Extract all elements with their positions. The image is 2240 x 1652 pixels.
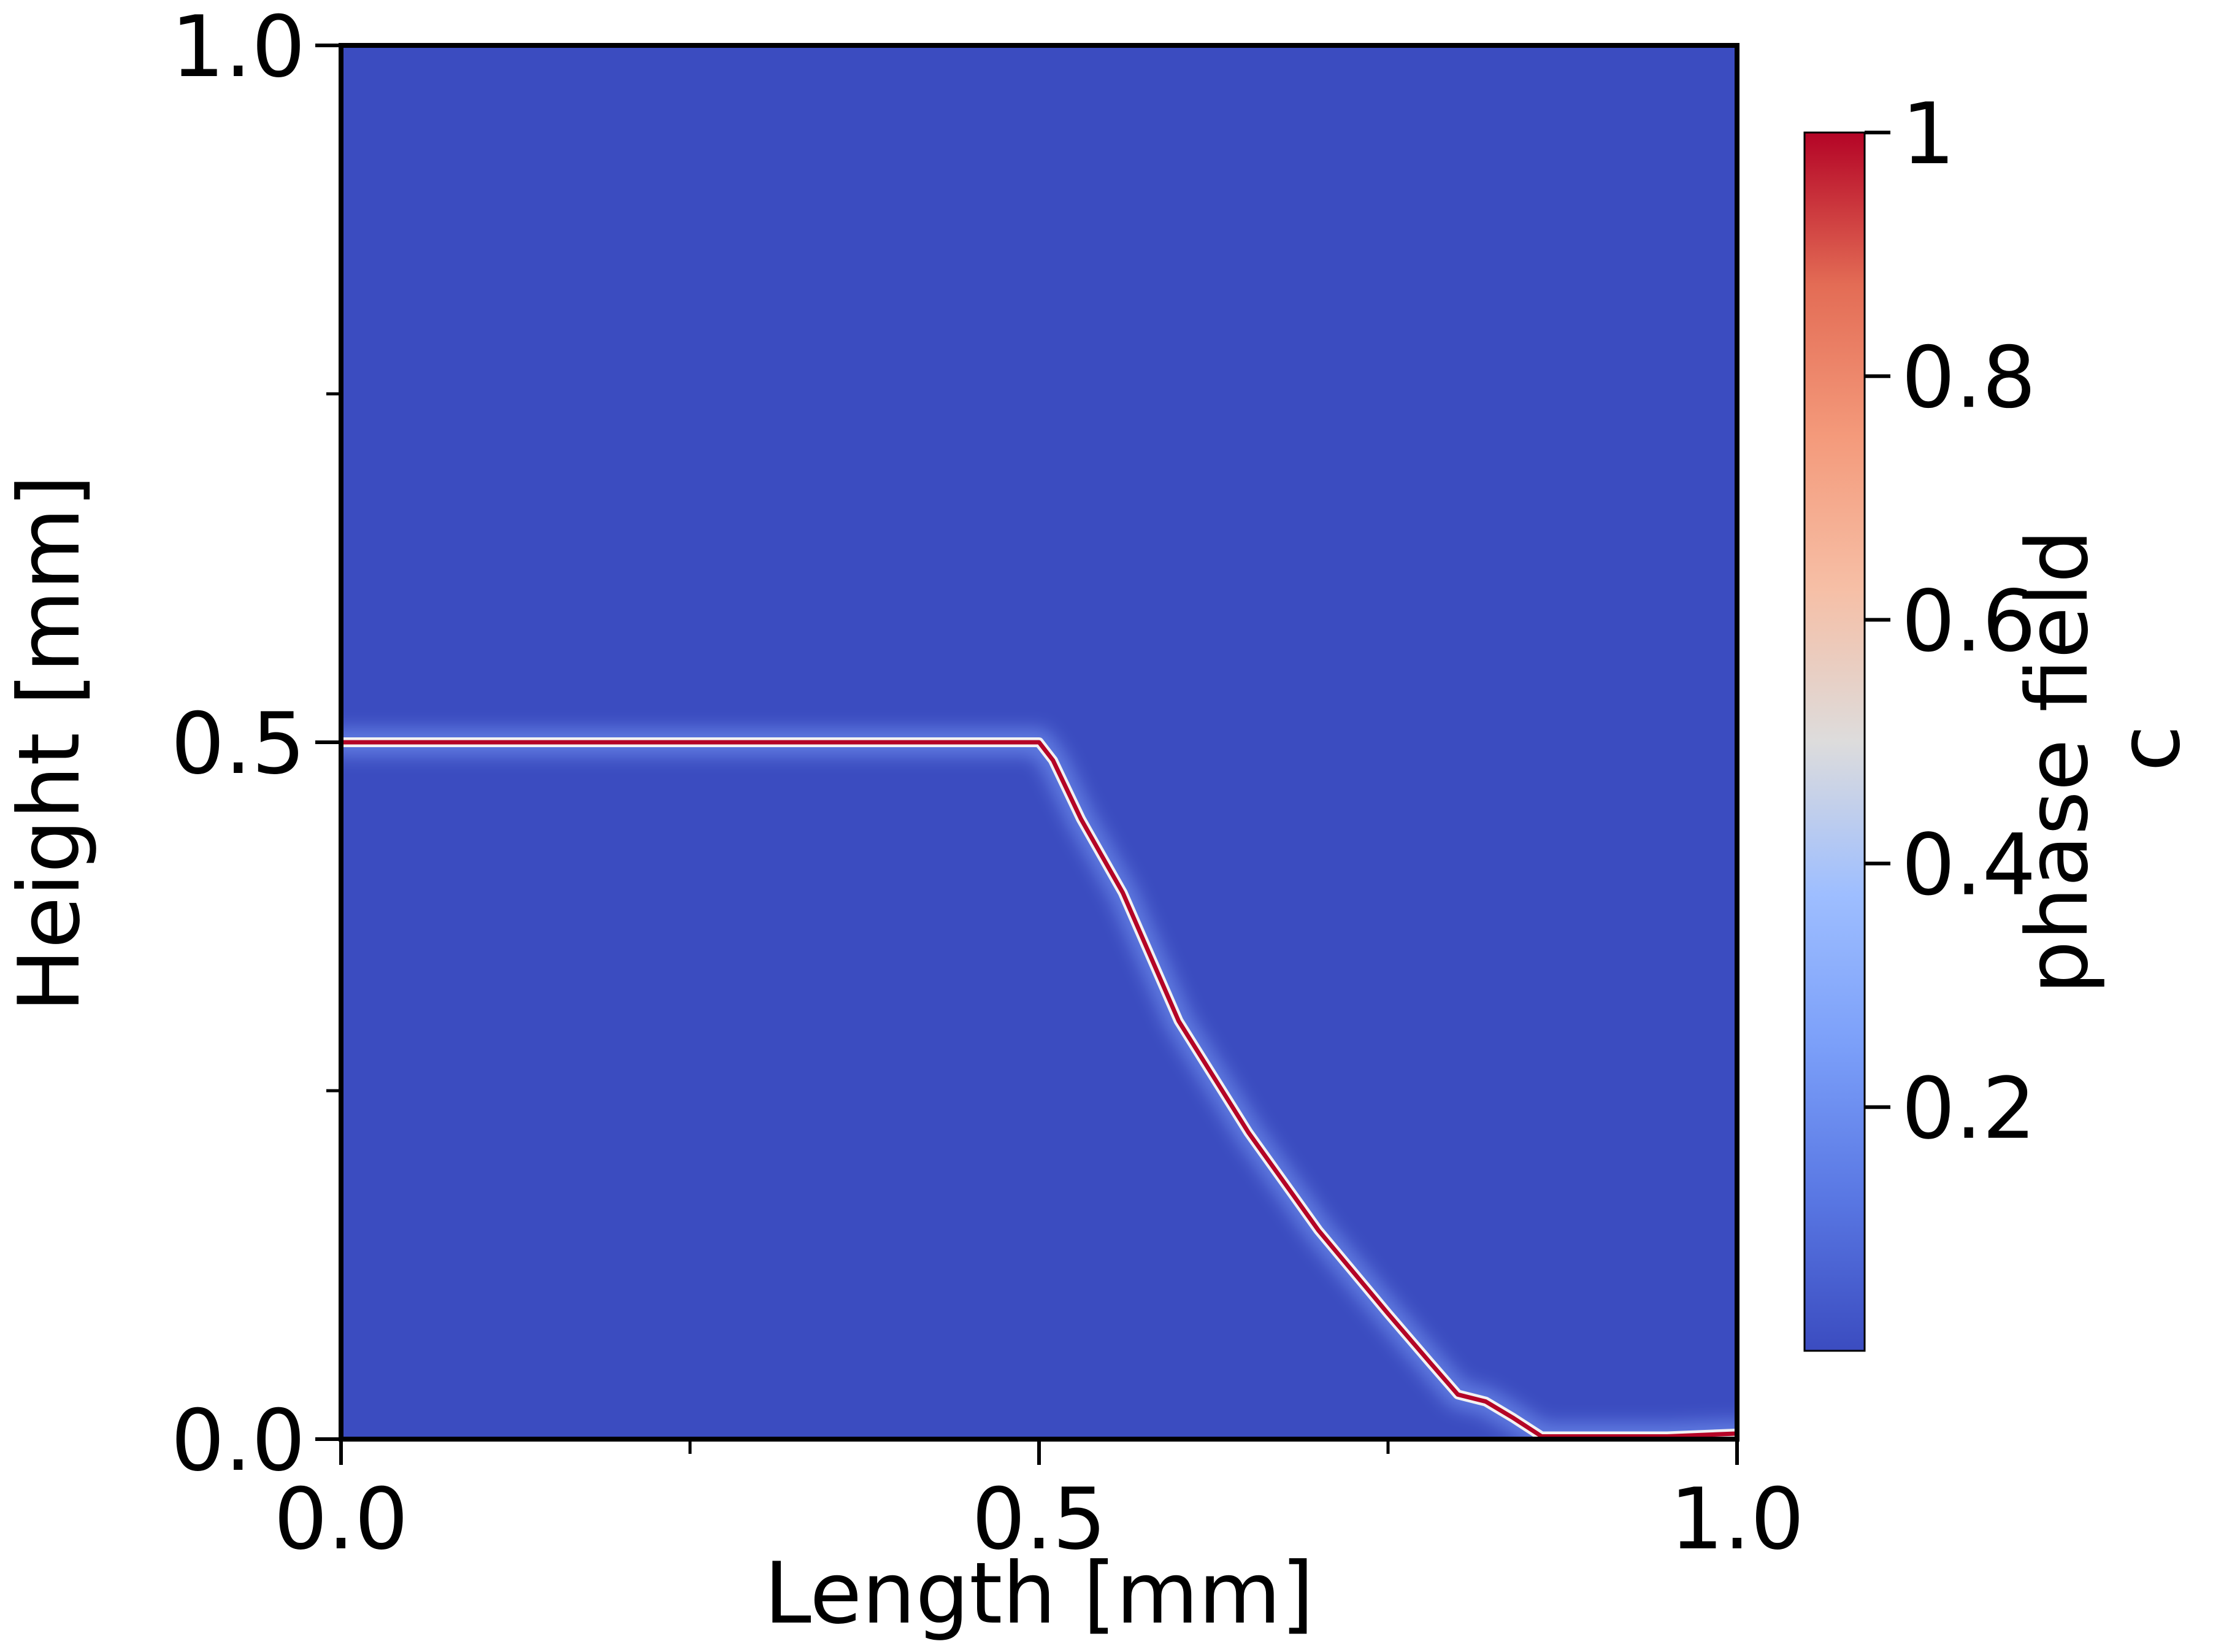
colorbar-ticks: 0.2 0.4 0.6 0.8 1 — [1865, 85, 2036, 1158]
colorbar-tick-label: 1 — [1901, 85, 1955, 183]
colorbar-tick-label: 0.6 — [1901, 572, 2036, 670]
x-axis: 0.0 0.5 1.0 — [274, 1439, 1805, 1569]
colorbar-gradient — [1803, 131, 1866, 1352]
colorbar: 0.2 0.4 0.6 0.8 1 phase field c — [1803, 85, 2199, 1352]
x-tick-label: 1.0 — [1670, 1470, 1804, 1569]
colorbar-label-line-1: phase field — [2008, 529, 2107, 994]
y-tick-label: 0.0 — [171, 1391, 305, 1490]
colorbar-tick-label: 0.2 — [1901, 1059, 2036, 1158]
plot-area — [339, 43, 1739, 1442]
colorbar-tick-label: 0.8 — [1901, 328, 2036, 427]
y-axis-label: Height [mm] — [0, 475, 99, 1013]
x-tick-label: 0.0 — [274, 1470, 408, 1569]
x-tick-label: 0.5 — [972, 1470, 1106, 1569]
x-axis-label: Length [mm] — [764, 1544, 1314, 1643]
y-axis: 0.0 0.5 1.0 — [171, 0, 341, 1490]
y-tick-label: 0.5 — [171, 694, 305, 793]
y-tick-label: 1.0 — [171, 0, 305, 96]
crack-layer — [341, 728, 1737, 1439]
crack-path — [341, 740, 1737, 1439]
colorbar-label: phase field c — [2008, 502, 2199, 994]
colorbar-label-line-2: c — [2100, 725, 2199, 772]
colorbar-tick-label: 0.4 — [1901, 816, 2036, 915]
